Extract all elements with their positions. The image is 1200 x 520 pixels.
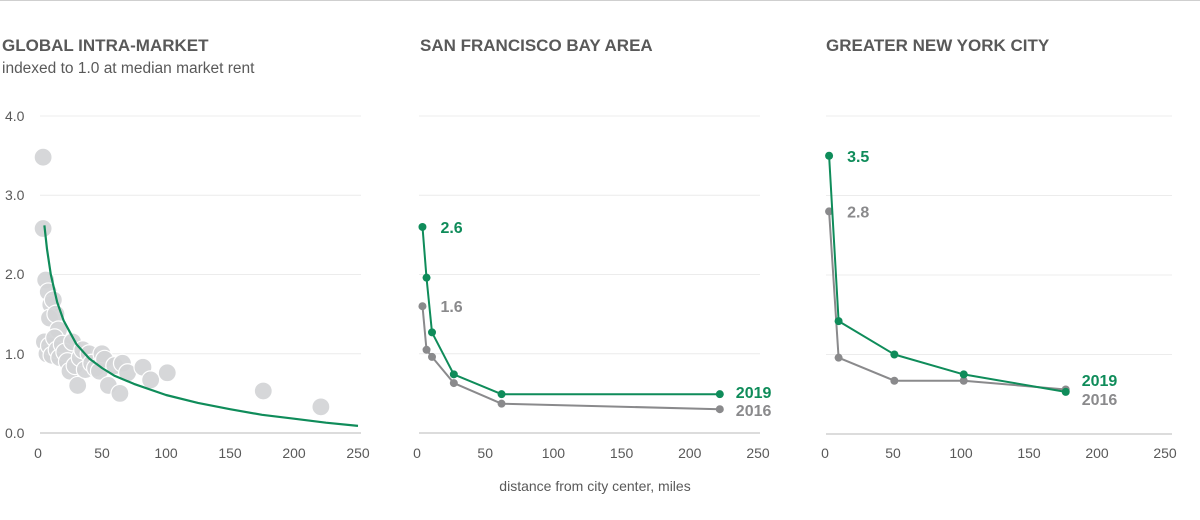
series-point-2016 bbox=[890, 376, 899, 385]
panel-title-global: GLOBAL INTRA-MARKET bbox=[2, 36, 209, 55]
series-point-2016 bbox=[428, 352, 437, 361]
x-tick-label: 0 bbox=[34, 445, 42, 461]
start-value-label-2016: 1.6 bbox=[440, 299, 462, 316]
x-axis-label: distance from city center, miles bbox=[499, 478, 690, 494]
series-line-2019 bbox=[421, 226, 720, 396]
series-point-2016 bbox=[959, 376, 968, 385]
x-tick-label: 250 bbox=[346, 445, 370, 461]
scatter-point bbox=[33, 218, 53, 239]
series-point-2019 bbox=[959, 370, 968, 379]
start-value-label-2019: 3.5 bbox=[847, 149, 869, 166]
x-tick-label: 200 bbox=[282, 445, 306, 461]
series-point-2019 bbox=[422, 273, 431, 282]
x-tick-label: 50 bbox=[94, 445, 110, 461]
trend-curve bbox=[43, 225, 359, 427]
x-tick-label: 200 bbox=[1085, 445, 1109, 461]
end-year-label-2019: 2019 bbox=[1082, 373, 1118, 390]
series-point-2016 bbox=[422, 345, 431, 354]
y-tick-label: 0.0 bbox=[5, 425, 25, 441]
series-point-2019 bbox=[418, 222, 427, 231]
y-tick-label: 3.0 bbox=[5, 187, 25, 203]
panel-title-nyc: GREATER NEW YORK CITY bbox=[826, 36, 1050, 55]
y-tick-label: 4.0 bbox=[5, 108, 25, 124]
series-point-2016 bbox=[834, 353, 843, 362]
scatter-point bbox=[110, 383, 130, 403]
top-rule bbox=[0, 0, 1200, 1]
x-tick-label: 150 bbox=[218, 445, 242, 461]
series-point-2016 bbox=[449, 379, 458, 388]
scatter-point bbox=[253, 381, 273, 401]
start-value-label-2019: 2.6 bbox=[440, 220, 462, 237]
x-tick-label: 0 bbox=[413, 445, 421, 461]
series-point-2019 bbox=[1061, 387, 1070, 396]
series-point-2019 bbox=[825, 151, 834, 160]
scatter-point bbox=[68, 375, 88, 396]
series-point-2016 bbox=[825, 207, 834, 216]
x-tick-label: 200 bbox=[678, 445, 702, 461]
series-line-2016 bbox=[828, 211, 1066, 391]
x-tick-label: 100 bbox=[542, 445, 566, 461]
series-point-2016 bbox=[497, 399, 506, 408]
scatter-point bbox=[157, 363, 177, 383]
x-tick-label: 250 bbox=[746, 445, 770, 461]
series-point-2019 bbox=[715, 390, 724, 399]
x-tick-label: 150 bbox=[610, 445, 634, 461]
x-tick-label: 250 bbox=[1153, 445, 1177, 461]
series-point-2019 bbox=[497, 390, 506, 399]
x-tick-label: 150 bbox=[1017, 445, 1041, 461]
panel-subtitle-global: indexed to 1.0 at median market rent bbox=[2, 60, 255, 77]
x-tick-label: 50 bbox=[477, 445, 493, 461]
series-point-2019 bbox=[890, 350, 899, 359]
x-tick-label: 0 bbox=[821, 445, 829, 461]
x-tick-label: 100 bbox=[154, 445, 178, 461]
end-year-label-2016: 2016 bbox=[1082, 392, 1118, 409]
x-tick-label: 50 bbox=[885, 445, 901, 461]
series-point-2016 bbox=[715, 405, 724, 414]
y-tick-label: 1.0 bbox=[5, 346, 25, 362]
series-point-2019 bbox=[834, 317, 843, 326]
scatter-point bbox=[311, 397, 331, 417]
series-point-2019 bbox=[428, 328, 437, 337]
x-tick-label: 100 bbox=[949, 445, 973, 461]
end-year-label-2019: 2019 bbox=[736, 385, 772, 402]
series-point-2016 bbox=[418, 302, 427, 311]
series-line-2016 bbox=[421, 306, 720, 411]
series-line-2019 bbox=[828, 155, 1066, 393]
start-value-label-2016: 2.8 bbox=[847, 204, 869, 221]
y-tick-label: 2.0 bbox=[5, 266, 25, 282]
series-point-2019 bbox=[449, 370, 458, 379]
panel-title-sf: SAN FRANCISCO BAY AREA bbox=[420, 36, 653, 55]
end-year-label-2016: 2016 bbox=[736, 403, 772, 420]
scatter-point bbox=[33, 147, 53, 167]
scatter-point bbox=[141, 370, 161, 390]
